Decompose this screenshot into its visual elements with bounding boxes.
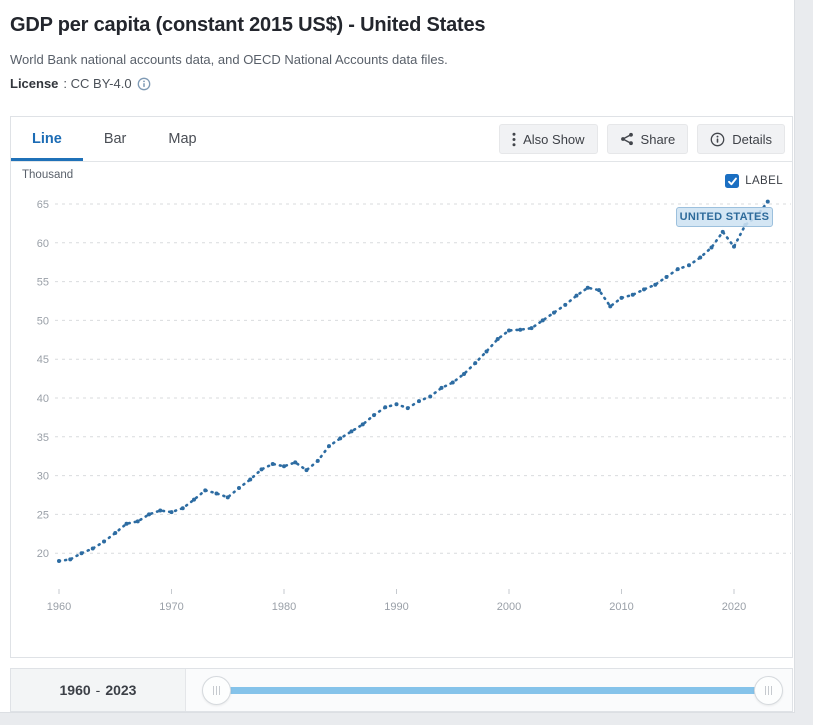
kebab-menu-icon <box>512 132 516 147</box>
share-button[interactable]: Share <box>606 124 689 154</box>
timeline-end-year: 2023 <box>105 682 137 698</box>
svg-text:2020: 2020 <box>722 601 746 613</box>
chart-panel: Thousand 20 25 30 35 40 45 50 55 60 65 1960 1970 198… <box>11 162 792 657</box>
also-show-button[interactable]: Also Show <box>499 124 598 154</box>
svg-text:50: 50 <box>37 315 49 327</box>
timeline-bar: 1960 - 2023 <box>10 668 793 712</box>
y-axis-unit-label: Thousand <box>22 169 74 181</box>
also-show-label: Also Show <box>523 131 585 147</box>
data-portal-page: GDP per capita (constant 2015 US$) - Uni… <box>0 0 795 713</box>
license-label: License <box>10 76 59 91</box>
svg-text:60: 60 <box>37 238 49 250</box>
info-circle-icon <box>710 132 725 147</box>
tab-line[interactable]: Line <box>11 117 83 161</box>
slider-track[interactable] <box>216 687 771 694</box>
license-value: : CC BY-4.0 <box>63 76 132 91</box>
svg-text:65: 65 <box>37 199 49 211</box>
series-label-flag[interactable]: UNITED STATES <box>676 207 773 227</box>
details-label: Details <box>732 131 772 147</box>
svg-text:40: 40 <box>37 393 49 405</box>
tab-bar[interactable]: Bar <box>103 131 127 147</box>
svg-text:1970: 1970 <box>159 601 183 613</box>
slider-handle-right[interactable] <box>754 676 783 705</box>
share-icon <box>620 132 634 146</box>
source-description: World Bank national accounts data, and O… <box>10 52 448 67</box>
chart-toolbar: Also Show Share <box>499 117 792 161</box>
svg-text:1990: 1990 <box>384 601 408 613</box>
line-chart-svg[interactable]: 20 25 30 35 40 45 50 55 60 65 1960 1970 1980 1990 2000… <box>11 162 792 657</box>
share-label: Share <box>640 131 676 147</box>
svg-text:1960: 1960 <box>47 601 71 613</box>
svg-text:20: 20 <box>37 548 49 560</box>
view-tabbar: Line Bar Map Also Show <box>11 117 792 162</box>
svg-text:25: 25 <box>37 509 49 521</box>
chart-card: Line Bar Map Also Show <box>10 116 793 658</box>
svg-text:2010: 2010 <box>609 601 633 613</box>
page-title: GDP per capita (constant 2015 US$) - Uni… <box>10 14 486 36</box>
label-checkbox[interactable] <box>725 174 740 188</box>
svg-text:55: 55 <box>37 277 49 289</box>
timeline-range: 1960 - 2023 <box>11 669 186 711</box>
page-header: GDP per capita (constant 2015 US$) - Uni… <box>0 14 794 91</box>
svg-text:35: 35 <box>37 432 49 444</box>
svg-text:2000: 2000 <box>497 601 521 613</box>
timeline-slider <box>186 669 792 711</box>
timeline-separator: - <box>95 682 101 698</box>
checkmark-icon <box>727 177 737 185</box>
timeline-start-year: 1960 <box>59 682 91 698</box>
svg-text:45: 45 <box>37 354 49 366</box>
svg-text:30: 30 <box>37 471 49 483</box>
license-info-icon[interactable] <box>137 77 151 91</box>
label-checkbox-text: LABEL <box>745 175 783 187</box>
svg-text:1980: 1980 <box>272 601 296 613</box>
license-row: License : CC BY-4.0 <box>10 76 794 91</box>
slider-handle-left[interactable] <box>202 676 231 705</box>
tab-map[interactable]: Map <box>168 131 197 147</box>
label-toggle: LABEL <box>725 174 783 188</box>
details-button[interactable]: Details <box>697 124 785 154</box>
